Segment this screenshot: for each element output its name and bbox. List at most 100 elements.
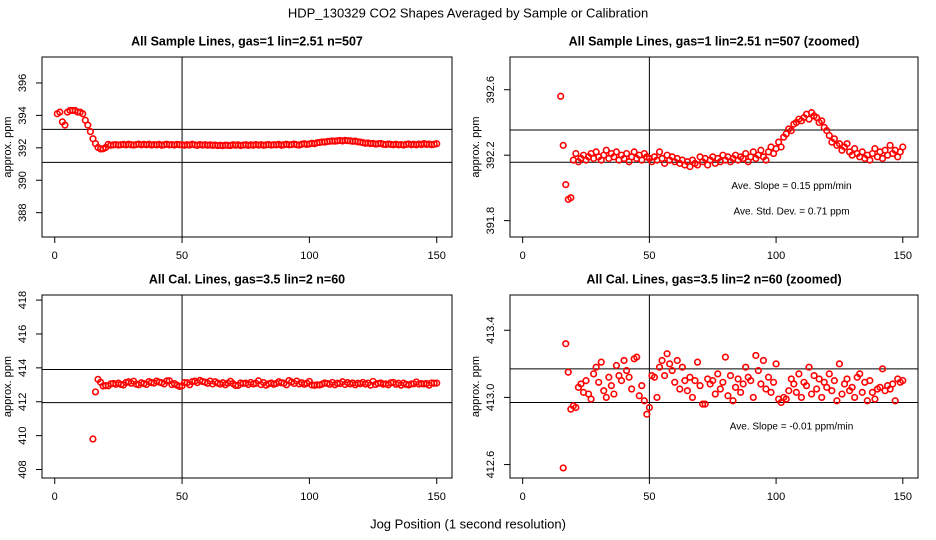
data-point bbox=[610, 390, 618, 398]
data-point bbox=[572, 149, 580, 158]
data-point bbox=[825, 131, 833, 140]
data-point bbox=[823, 383, 831, 391]
data-point bbox=[625, 373, 633, 381]
figure-title: HDP_130329 CO2 Shapes Averaged by Sample… bbox=[288, 5, 648, 20]
x-tick-label: 0 bbox=[52, 250, 58, 262]
y-axis-label: approx. ppm bbox=[470, 356, 482, 417]
y-tick-label: 394 bbox=[17, 106, 29, 124]
data-point bbox=[716, 385, 724, 393]
data-point bbox=[815, 375, 823, 383]
data-point bbox=[602, 393, 610, 402]
x-tick-label: 150 bbox=[894, 250, 912, 262]
annotation: Ave. Slope = 0.15 ppm/min bbox=[731, 181, 851, 192]
data-point bbox=[762, 385, 770, 393]
data-point bbox=[830, 377, 838, 385]
data-point bbox=[572, 403, 580, 412]
data-point bbox=[828, 387, 836, 395]
data-point bbox=[673, 356, 681, 365]
y-tick-label: 410 bbox=[17, 426, 29, 444]
data-point bbox=[600, 387, 608, 395]
y-tick-label: 408 bbox=[17, 460, 29, 478]
data-point bbox=[693, 161, 702, 169]
data-point bbox=[754, 366, 762, 375]
x-tick-label: 50 bbox=[643, 491, 655, 503]
data-point bbox=[767, 388, 775, 396]
data-point bbox=[671, 378, 679, 386]
data-point bbox=[590, 370, 598, 378]
x-tick-label: 150 bbox=[428, 491, 446, 503]
data-point bbox=[742, 149, 750, 158]
y-axis-label: approx. ppm bbox=[2, 116, 14, 177]
data-point bbox=[886, 141, 894, 149]
data-point bbox=[792, 388, 800, 396]
data-point bbox=[693, 358, 702, 366]
data-point bbox=[878, 154, 887, 163]
data-point bbox=[582, 377, 590, 385]
data-point bbox=[843, 140, 851, 148]
data-point bbox=[605, 373, 613, 381]
data-point bbox=[635, 392, 643, 400]
data-point bbox=[731, 383, 740, 391]
data-point bbox=[835, 360, 844, 368]
data-point bbox=[830, 135, 838, 143]
data-point bbox=[681, 377, 689, 385]
x-axis-label: Jog Position (1 second resolution) bbox=[370, 516, 566, 531]
y-tick-label: 392 bbox=[17, 139, 29, 157]
y-tick-label: 416 bbox=[17, 325, 29, 343]
data-point bbox=[89, 435, 97, 443]
data-point bbox=[759, 356, 768, 365]
y-tick-label: 412.6 bbox=[485, 451, 497, 479]
data-point bbox=[889, 380, 897, 388]
y-tick-label: 392.2 bbox=[485, 141, 497, 169]
data-point bbox=[797, 393, 806, 402]
data-point bbox=[653, 393, 661, 402]
data-point bbox=[856, 370, 864, 378]
data-point bbox=[86, 127, 94, 136]
data-point bbox=[858, 388, 866, 396]
y-tick-label: 418 bbox=[17, 291, 29, 309]
data-point bbox=[843, 375, 851, 383]
x-tick-label: 50 bbox=[176, 250, 188, 262]
data-point bbox=[663, 350, 671, 358]
data-point bbox=[668, 366, 676, 375]
data-point bbox=[56, 108, 64, 116]
data-point bbox=[848, 383, 856, 391]
data-point bbox=[91, 388, 100, 396]
data-point bbox=[683, 387, 691, 395]
data-point bbox=[825, 370, 833, 378]
data-point bbox=[678, 363, 686, 371]
y-tick-label: 413.4 bbox=[485, 316, 497, 344]
x-tick-label: 0 bbox=[52, 491, 58, 503]
data-point bbox=[557, 92, 565, 100]
data-point bbox=[813, 385, 821, 393]
data-point bbox=[607, 382, 615, 390]
x-tick-label: 0 bbox=[520, 250, 526, 262]
data-point bbox=[851, 393, 859, 402]
data-point bbox=[433, 379, 441, 387]
data-point bbox=[698, 400, 707, 408]
data-point bbox=[805, 363, 813, 371]
data-point bbox=[838, 390, 846, 398]
annotation: Ave. Slope = -0.01 ppm/min bbox=[730, 421, 854, 432]
data-point bbox=[749, 393, 757, 402]
data-point bbox=[433, 140, 441, 148]
data-point bbox=[899, 377, 907, 385]
data-point bbox=[866, 377, 874, 385]
data-point bbox=[729, 397, 737, 405]
x-tick-label: 150 bbox=[894, 491, 912, 503]
data-point bbox=[645, 403, 653, 412]
data-point bbox=[807, 390, 816, 398]
data-point bbox=[818, 393, 826, 402]
data-point bbox=[757, 146, 765, 154]
data-point bbox=[638, 156, 646, 164]
data-point bbox=[891, 397, 899, 405]
data-point bbox=[612, 361, 621, 370]
y-tick-label: 412 bbox=[17, 393, 29, 411]
x-tick-label: 100 bbox=[300, 250, 318, 262]
plot-frame bbox=[509, 56, 919, 238]
data-point bbox=[866, 156, 874, 164]
data-point bbox=[592, 363, 600, 371]
data-point bbox=[595, 378, 603, 386]
